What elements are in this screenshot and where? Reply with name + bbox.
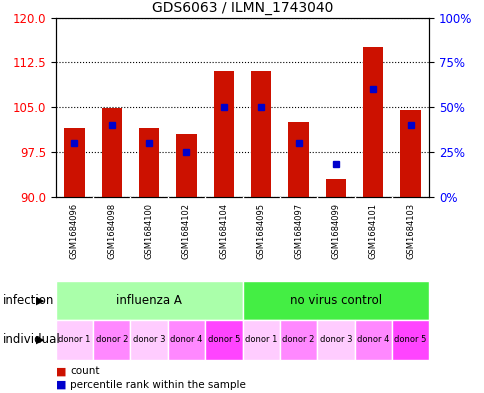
Text: GSM1684098: GSM1684098 — [107, 203, 116, 259]
Text: ■: ■ — [56, 366, 66, 376]
Text: donor 2: donor 2 — [282, 336, 314, 344]
Text: ▶: ▶ — [36, 335, 45, 345]
Bar — [399, 110, 420, 196]
Text: ■: ■ — [56, 380, 66, 390]
Bar — [362, 48, 383, 196]
Bar — [176, 134, 197, 196]
Bar — [64, 128, 85, 196]
Bar — [56, 281, 242, 320]
Text: GSM1684104: GSM1684104 — [219, 203, 228, 259]
Text: donor 2: donor 2 — [95, 336, 128, 344]
Text: GSM1684100: GSM1684100 — [144, 203, 153, 259]
Text: count: count — [70, 366, 100, 376]
Title: GDS6063 / ILMN_1743040: GDS6063 / ILMN_1743040 — [151, 1, 333, 15]
Text: donor 1: donor 1 — [58, 336, 91, 344]
Bar — [279, 320, 317, 360]
Text: no virus control: no virus control — [289, 294, 381, 307]
Bar — [317, 320, 354, 360]
Text: percentile rank within the sample: percentile rank within the sample — [70, 380, 246, 390]
Text: infection: infection — [2, 294, 54, 307]
Text: donor 3: donor 3 — [133, 336, 165, 344]
Bar — [213, 71, 234, 196]
Bar — [205, 320, 242, 360]
Bar — [93, 320, 130, 360]
Bar — [391, 320, 428, 360]
Text: GSM1684103: GSM1684103 — [405, 203, 414, 259]
Bar — [130, 320, 167, 360]
Text: donor 3: donor 3 — [319, 336, 351, 344]
Bar — [242, 281, 428, 320]
Text: GSM1684102: GSM1684102 — [182, 203, 191, 259]
Text: donor 1: donor 1 — [244, 336, 277, 344]
Text: influenza A: influenza A — [116, 294, 182, 307]
Bar — [250, 71, 271, 196]
Text: donor 4: donor 4 — [356, 336, 389, 344]
Text: individual: individual — [2, 333, 60, 347]
Bar — [138, 128, 159, 196]
Bar — [56, 320, 93, 360]
Text: GSM1684096: GSM1684096 — [70, 203, 79, 259]
Text: GSM1684095: GSM1684095 — [256, 203, 265, 259]
Text: GSM1684101: GSM1684101 — [368, 203, 377, 259]
Bar — [242, 320, 279, 360]
Text: donor 5: donor 5 — [207, 336, 240, 344]
Text: GSM1684099: GSM1684099 — [331, 203, 340, 259]
Bar — [167, 320, 205, 360]
Bar — [101, 108, 122, 196]
Bar — [325, 178, 346, 196]
Bar — [354, 320, 391, 360]
Text: GSM1684097: GSM1684097 — [293, 203, 302, 259]
Text: ▶: ▶ — [36, 296, 45, 306]
Text: donor 4: donor 4 — [170, 336, 202, 344]
Text: donor 5: donor 5 — [393, 336, 426, 344]
Bar — [287, 122, 308, 196]
